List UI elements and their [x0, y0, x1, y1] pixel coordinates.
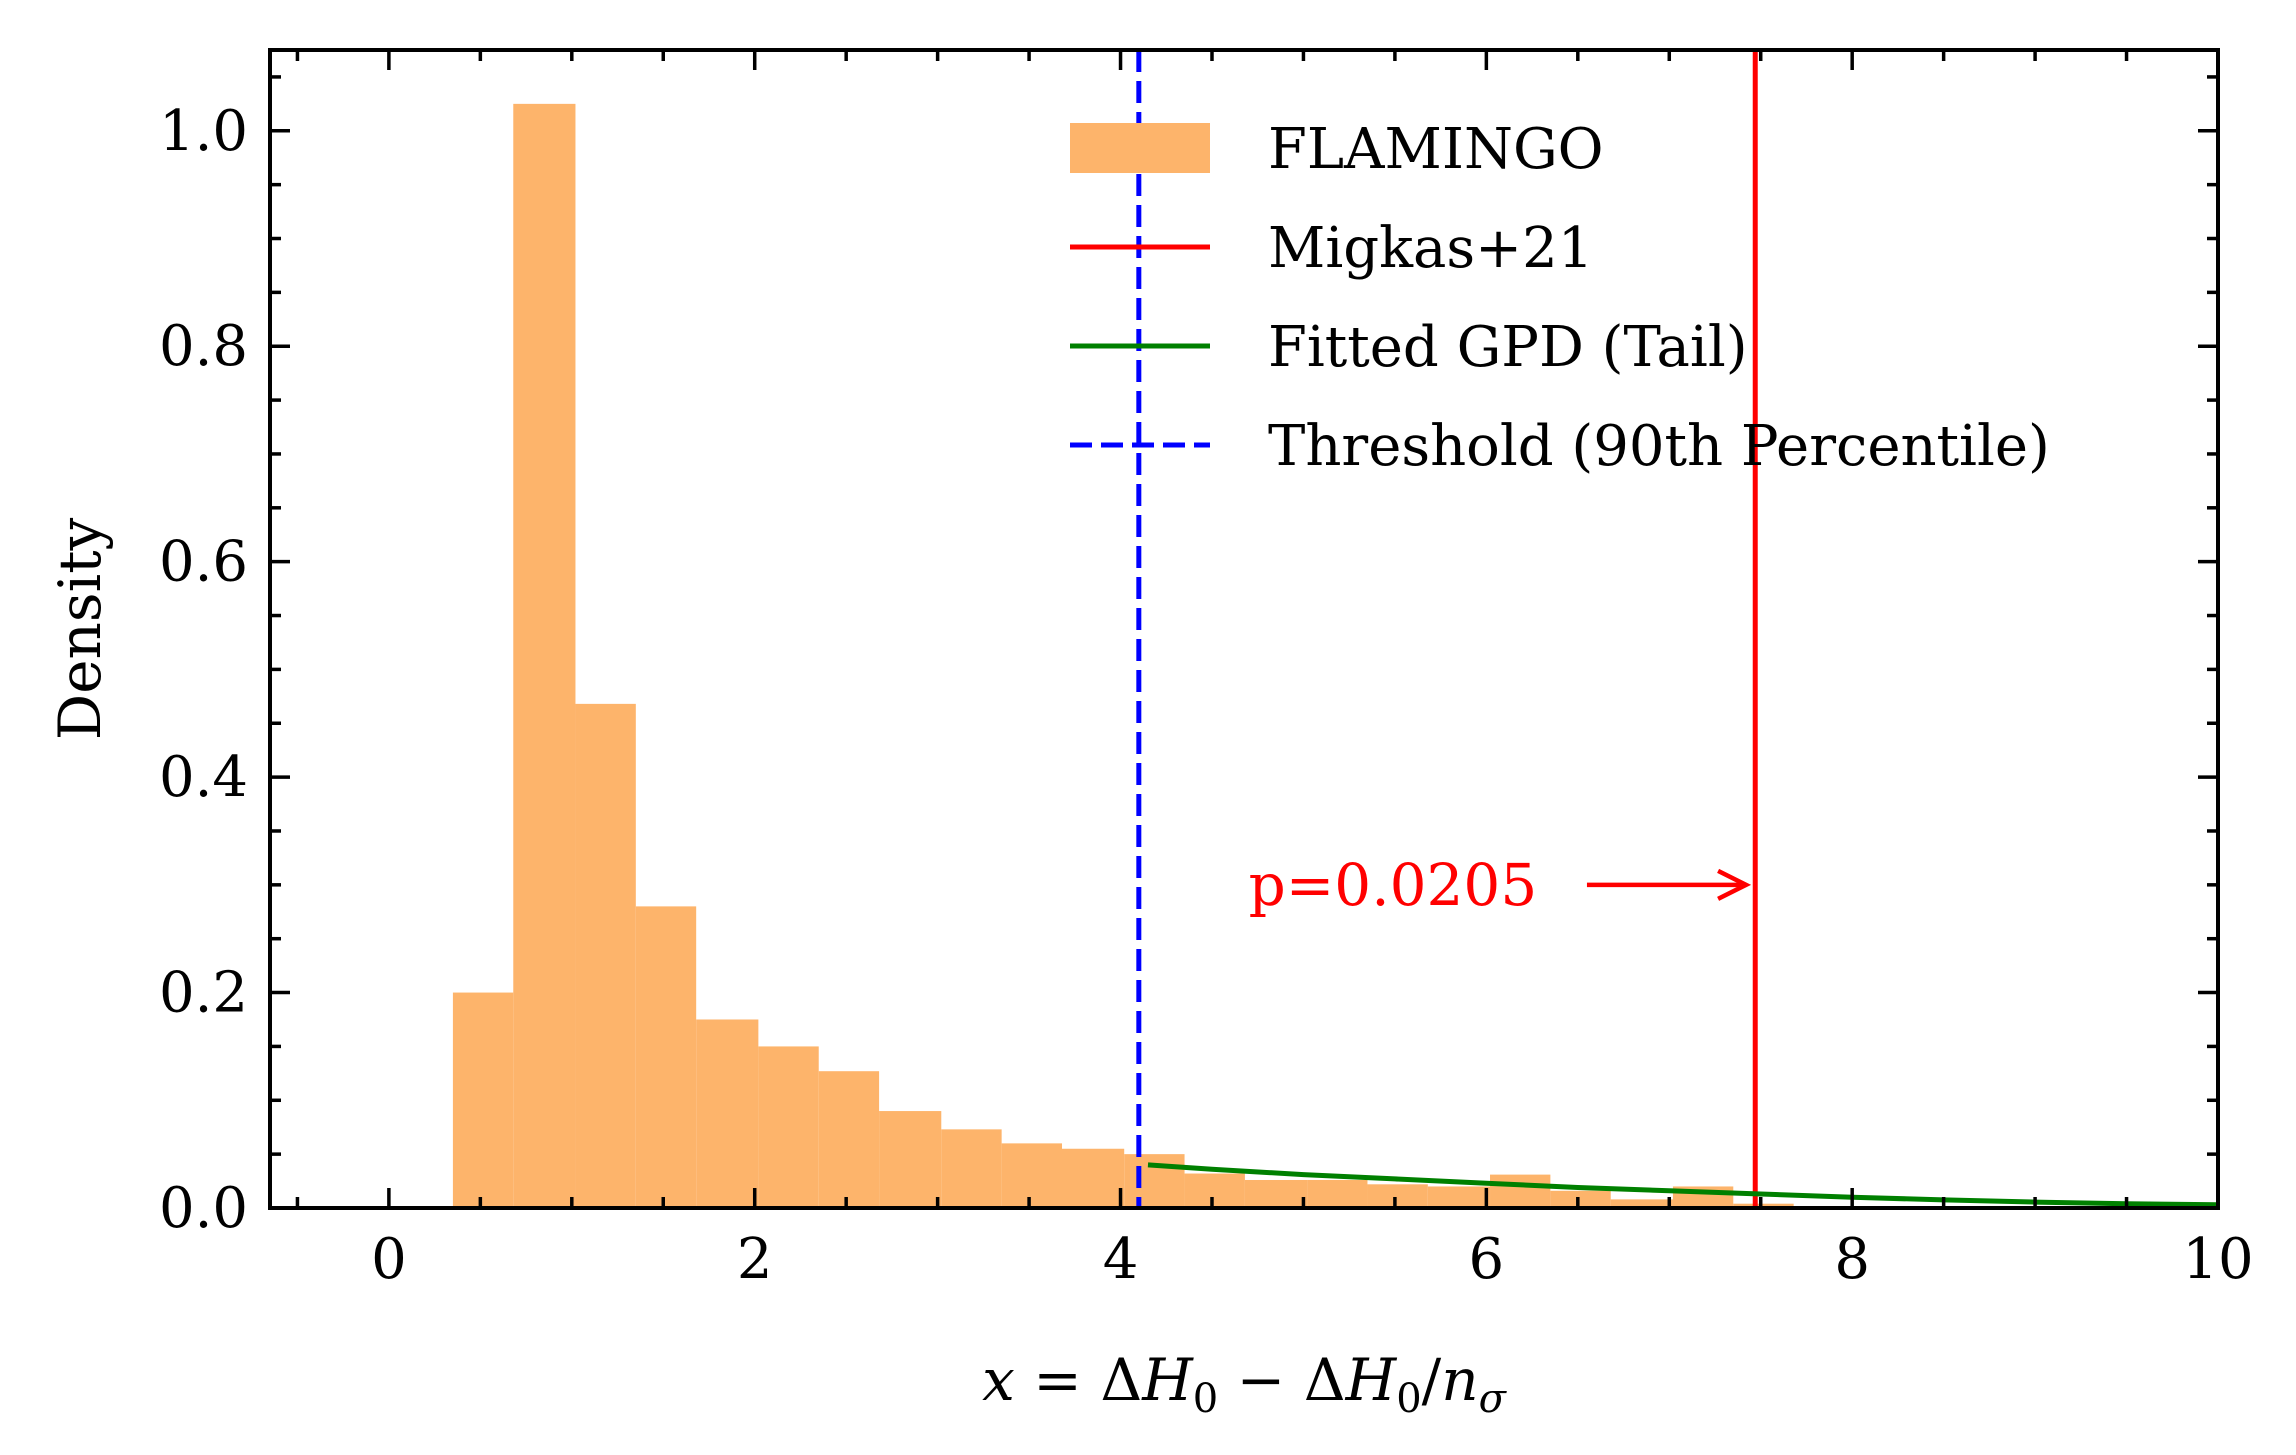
x-tick-label: 8 — [1834, 1227, 1870, 1292]
histogram-bar — [879, 1111, 942, 1208]
x-axis-label: x = ΔH0 − ΔH0/nσ — [982, 1346, 1507, 1422]
y-axis-label: Density — [46, 517, 114, 740]
histogram-bar — [1367, 1184, 1428, 1208]
histogram-bar — [1550, 1190, 1611, 1208]
histogram-bar — [575, 703, 636, 1208]
histogram-bar — [1307, 1179, 1368, 1208]
histogram-bar — [941, 1129, 1002, 1208]
histogram-bar — [452, 992, 514, 1208]
legend-label: Threshold (90th Percentile) — [1268, 414, 2050, 479]
y-tick-label: 0.0 — [159, 1176, 248, 1241]
plot-frame — [268, 48, 2220, 1210]
p-value-text: p=0.0205 — [1249, 851, 1538, 919]
y-tick-label: 1.0 — [159, 99, 248, 164]
histogram-bar — [635, 906, 697, 1208]
y-tick-label: 0.2 — [159, 961, 248, 1026]
histogram-bar — [1184, 1173, 1245, 1208]
tick-labels: 0 2 4 6 8 10 0.0 0.2 0.4 0.6 0.8 1.0 — [159, 99, 2254, 1292]
x-tick-label: 4 — [1103, 1227, 1139, 1292]
y-tick-label: 0.8 — [159, 314, 248, 379]
histogram-bar — [1733, 1203, 1794, 1208]
histogram-bar — [1427, 1186, 1491, 1208]
p-value-annotation: p=0.0205 — [1249, 851, 1752, 919]
x-tick-label: 6 — [1469, 1227, 1505, 1292]
histogram-bars — [452, 103, 1794, 1208]
legend-label: FLAMINGO — [1268, 117, 1604, 182]
histogram-bar — [758, 1046, 819, 1208]
y-tick-label: 0.4 — [159, 745, 248, 810]
annotation-arrow-head — [1717, 868, 1752, 901]
histogram-bar — [1124, 1154, 1185, 1208]
legend-swatch-flamingo — [1070, 123, 1210, 173]
legend-label: Fitted GPD (Tail) — [1268, 315, 1748, 380]
legend-label: Migkas+21 — [1268, 216, 1593, 281]
histogram-bar — [696, 1019, 759, 1208]
y-tick-label: 0.6 — [159, 530, 248, 595]
histogram-bar — [1610, 1199, 1673, 1208]
histogram-bar — [1490, 1174, 1551, 1208]
x-tick-label: 10 — [2182, 1227, 2253, 1292]
histogram-bar — [1244, 1179, 1308, 1208]
reference-lines — [1136, 50, 1758, 1208]
legend: FLAMINGO Migkas+21 Fitted GPD (Tail) Thresh… — [1070, 117, 2050, 479]
histogram-bar — [513, 103, 576, 1208]
x-tick-label: 2 — [737, 1227, 773, 1292]
histogram-bar — [1062, 1148, 1125, 1208]
histogram-bar — [1001, 1143, 1063, 1208]
x-tick-label: 0 — [371, 1227, 407, 1292]
histogram-bar — [818, 1071, 880, 1208]
